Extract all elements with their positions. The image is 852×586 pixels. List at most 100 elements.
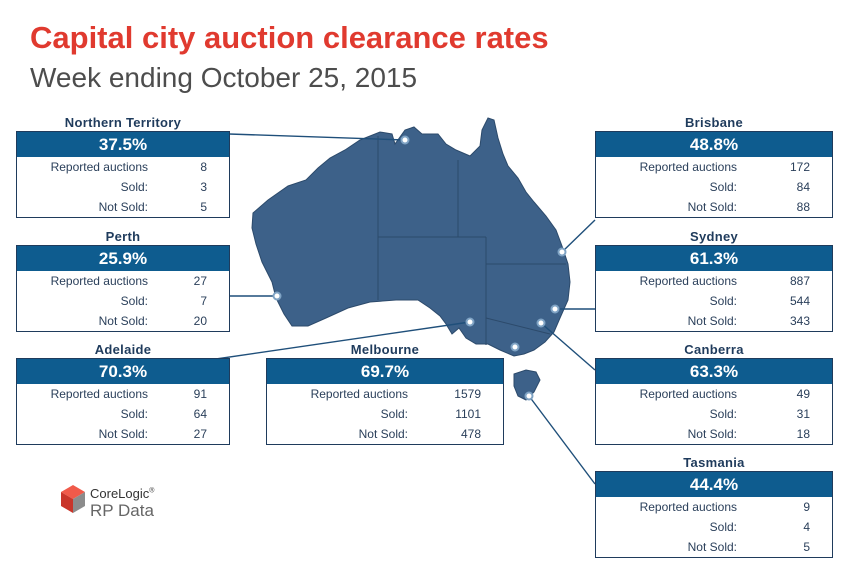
sold-label: Sold: (120, 407, 148, 421)
card-adelaide: Adelaide 70.3% Reported auctions 91 Sold:… (16, 341, 230, 445)
reported-label: Reported auctions (50, 387, 148, 401)
sold-label: Sold: (380, 407, 408, 421)
not-sold-value: 5 (803, 540, 810, 554)
sold-row: Sold: 84 (596, 177, 832, 197)
page-subtitle: Week ending October 25, 2015 (30, 62, 418, 93)
reported-label: Reported auctions (50, 160, 148, 174)
card-tasmania: Tasmania 44.4% Reported auctions 9 Sold: 4… (595, 454, 833, 558)
card-body: 48.8% Reported auctions 172 Sold: 84 Not S… (595, 131, 833, 218)
card-city-name: Perth (105, 229, 141, 244)
reported-value: 1579 (454, 387, 481, 401)
sold-row: Sold: 1101 (267, 404, 503, 424)
clearance-rate: 63.3% (596, 359, 832, 384)
tasmania-island-shape (513, 369, 541, 401)
not-sold-value: 343 (789, 314, 810, 328)
card-city-name: Brisbane (684, 115, 744, 130)
not-sold-label: Not Sold: (687, 540, 737, 554)
clearance-rate: 48.8% (596, 132, 832, 157)
card-body: 37.5% Reported auctions 8 Sold: 3 Not Sold… (16, 131, 230, 218)
card-canberra: Canberra 63.3% Reported auctions 49 Sold:… (595, 341, 833, 445)
sold-row: Sold: 4 (596, 517, 832, 537)
adelaide-marker-icon[interactable] (465, 317, 475, 327)
reported-row: Reported auctions 1579 (267, 384, 503, 404)
reported-value: 27 (193, 274, 207, 288)
perth-marker-icon[interactable] (272, 291, 282, 301)
not-sold-row: Not Sold: 5 (17, 197, 229, 217)
card-northern-territory: Northern Territory 37.5% Reported auctio… (16, 114, 230, 218)
sold-label: Sold: (709, 180, 737, 194)
reported-value: 172 (789, 160, 810, 174)
sold-value: 3 (200, 180, 207, 194)
card-city-name: Sydney (689, 229, 739, 244)
not-sold-label: Not Sold: (687, 200, 737, 214)
logo-trademark: ® (149, 487, 155, 495)
sold-row: Sold: 31 (596, 404, 832, 424)
reported-value: 91 (193, 387, 207, 401)
sold-row: Sold: 3 (17, 177, 229, 197)
sold-label: Sold: (120, 294, 148, 308)
not-sold-row: Not Sold: 27 (17, 424, 229, 444)
not-sold-value: 20 (193, 314, 207, 328)
card-body: 61.3% Reported auctions 887 Sold: 544 Not … (595, 245, 833, 332)
clearance-rate: 44.4% (596, 472, 832, 497)
not-sold-value: 88 (796, 200, 810, 214)
canberra-marker-icon[interactable] (536, 318, 546, 328)
logo-brand-text: CoreLogic (90, 486, 150, 501)
reported-row: Reported auctions 27 (17, 271, 229, 291)
clearance-rate: 37.5% (17, 132, 229, 157)
hobart-marker-icon[interactable] (524, 391, 534, 401)
card-city-name: Northern Territory (64, 115, 182, 130)
darwin-marker-icon[interactable] (400, 135, 410, 145)
card-melbourne: Melbourne 69.7% Reported auctions 1579 So… (266, 341, 504, 445)
reported-row: Reported auctions 49 (596, 384, 832, 404)
card-city-name: Melbourne (350, 342, 420, 357)
reported-label: Reported auctions (639, 500, 737, 514)
not-sold-row: Not Sold: 20 (17, 311, 229, 331)
brisbane-marker-icon[interactable] (557, 247, 567, 257)
reported-row: Reported auctions 8 (17, 157, 229, 177)
card-city-name: Tasmania (683, 455, 745, 470)
sold-value: 84 (796, 180, 810, 194)
reported-row: Reported auctions 9 (596, 497, 832, 517)
sold-label: Sold: (709, 407, 737, 421)
melbourne-marker-icon[interactable] (510, 342, 520, 352)
not-sold-value: 18 (796, 427, 810, 441)
clearance-rate: 70.3% (17, 359, 229, 384)
not-sold-row: Not Sold: 18 (596, 424, 832, 444)
sold-row: Sold: 7 (17, 291, 229, 311)
sydney-marker-icon[interactable] (550, 304, 560, 314)
card-perth: Perth 25.9% Reported auctions 27 Sold: 7 N… (16, 228, 230, 332)
card-sydney: Sydney 61.3% Reported auctions 887 Sold: 5… (595, 228, 833, 332)
card-city-name: Canberra (684, 342, 744, 357)
sold-value: 4 (803, 520, 810, 534)
not-sold-row: Not Sold: 478 (267, 424, 503, 444)
reported-row: Reported auctions 887 (596, 271, 832, 291)
sold-label: Sold: (709, 520, 737, 534)
not-sold-label: Not Sold: (98, 427, 148, 441)
corelogic-cube-icon (61, 485, 85, 513)
state-borders (377, 136, 566, 345)
reported-value: 8 (200, 160, 207, 174)
city-markers (272, 135, 567, 401)
page-title: Capital city auction clearance rates (30, 20, 549, 55)
not-sold-row: Not Sold: 88 (596, 197, 832, 217)
clearance-rate: 25.9% (17, 246, 229, 271)
logo-brand: CoreLogic® (90, 486, 154, 501)
card-body: 69.7% Reported auctions 1579 Sold: 1101 No… (266, 358, 504, 445)
reported-value: 49 (796, 387, 810, 401)
sold-value: 1101 (455, 407, 481, 421)
sold-label: Sold: (120, 180, 148, 194)
card-body: 70.3% Reported auctions 91 Sold: 64 Not So… (16, 358, 230, 445)
not-sold-value: 27 (193, 427, 207, 441)
card-city-name: Adelaide (94, 342, 152, 357)
reported-label: Reported auctions (310, 387, 408, 401)
clearance-rate: 61.3% (596, 246, 832, 271)
not-sold-value: 478 (460, 427, 481, 441)
connector-lines (208, 133, 596, 485)
not-sold-label: Not Sold: (358, 427, 408, 441)
not-sold-row: Not Sold: 343 (596, 311, 832, 331)
reported-label: Reported auctions (639, 160, 737, 174)
reported-row: Reported auctions 91 (17, 384, 229, 404)
not-sold-row: Not Sold: 5 (596, 537, 832, 557)
